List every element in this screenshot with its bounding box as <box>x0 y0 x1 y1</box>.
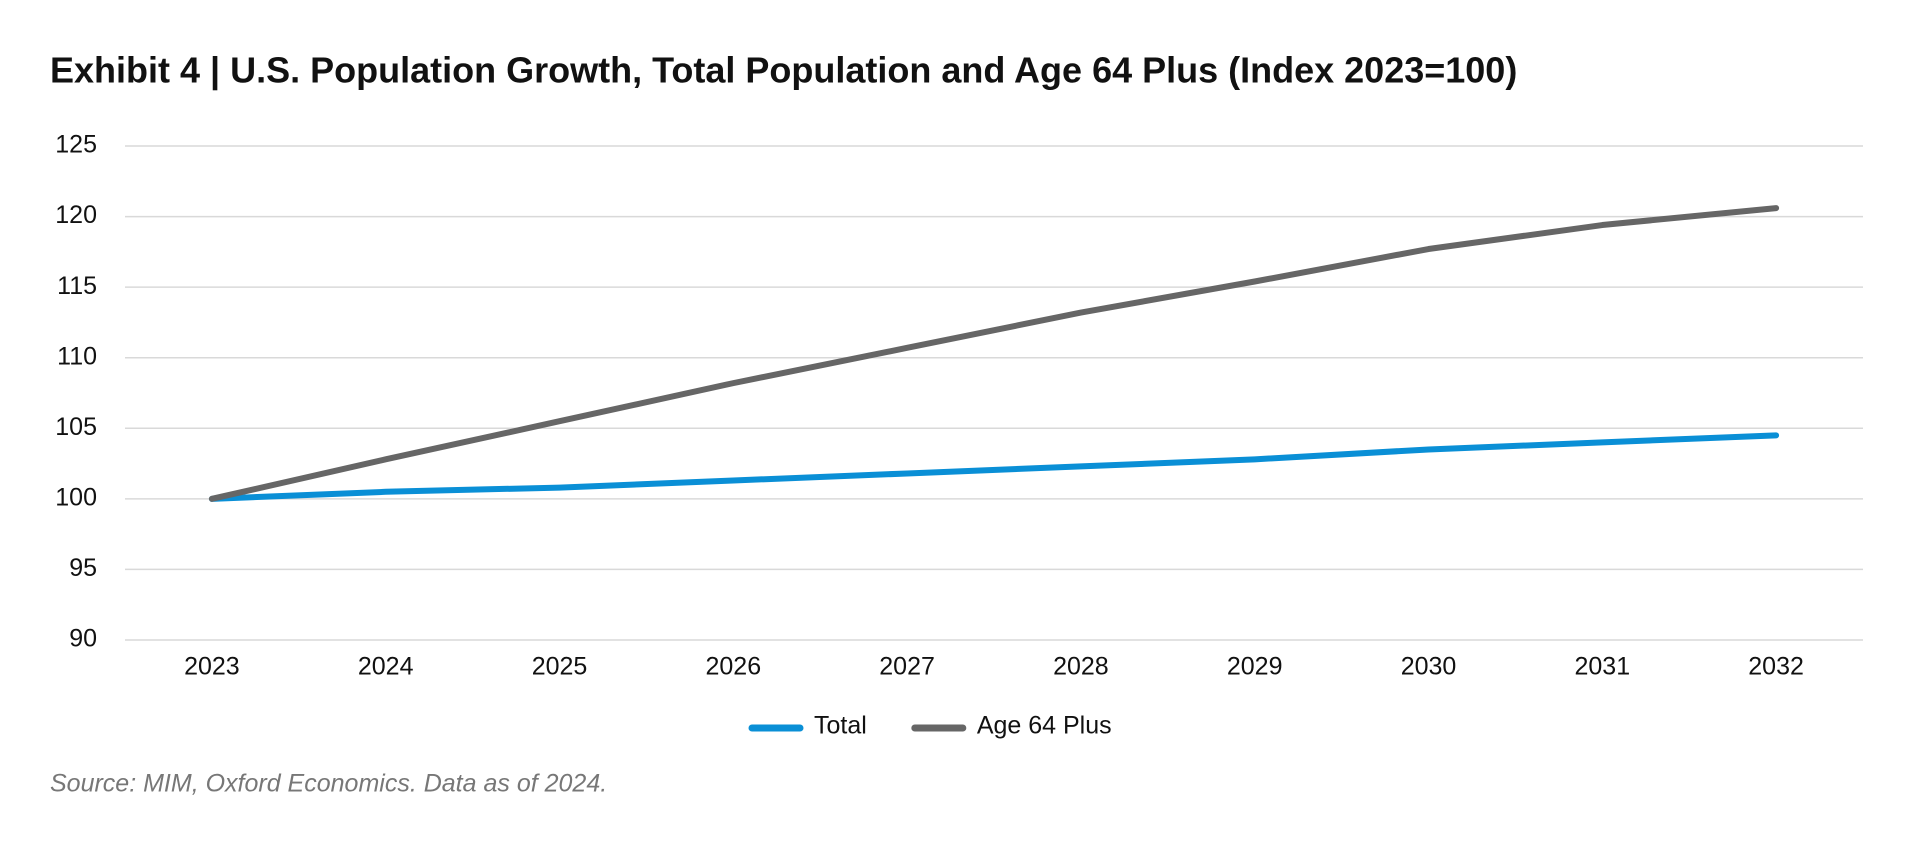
y-tick-label: 90 <box>69 625 97 653</box>
x-tick-label: 2025 <box>532 653 588 681</box>
y-tick-label: 115 <box>57 272 97 300</box>
y-tick-label: 120 <box>55 201 97 229</box>
source-note: Source: MIM, Oxford Economics. Data as o… <box>50 770 607 798</box>
y-tick-label: 95 <box>69 554 97 582</box>
x-tick-label: 2026 <box>705 653 761 681</box>
data-line <box>208 205 1780 502</box>
x-tick-label: 2029 <box>1227 653 1283 681</box>
legend-label: Age 64 Plus <box>977 712 1112 740</box>
chart-title: Exhibit 4 | U.S. Population Growth, Tota… <box>50 50 1517 92</box>
x-tick-label: 2027 <box>879 653 935 681</box>
y-tick-label: 105 <box>55 413 97 441</box>
x-tick-label: 2032 <box>1748 653 1804 681</box>
y-tick-label: 110 <box>57 342 97 370</box>
x-tick-label: 2028 <box>1053 653 1109 681</box>
y-tick-label: 125 <box>55 131 97 159</box>
x-tick-label: 2024 <box>358 653 414 681</box>
legend-label: Total <box>814 712 867 740</box>
y-tick-label: 100 <box>55 483 97 511</box>
x-tick-label: 2023 <box>184 653 240 681</box>
x-tick-label: 2030 <box>1401 653 1457 681</box>
x-tick-label: 2031 <box>1574 653 1630 681</box>
data-line <box>208 432 1780 502</box>
